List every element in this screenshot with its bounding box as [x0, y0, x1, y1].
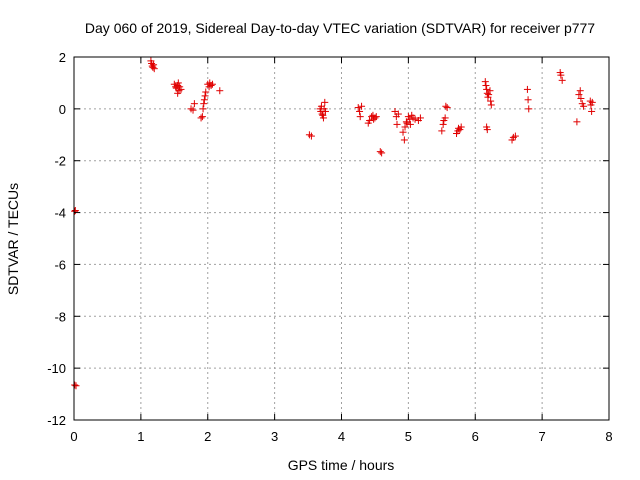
data-point [150, 65, 158, 73]
data-point [439, 120, 447, 128]
data-point [487, 97, 495, 105]
data-point [401, 123, 409, 131]
y-tick-label: -2 [54, 154, 66, 169]
x-tick-label: 7 [539, 429, 546, 444]
data-point [354, 104, 362, 112]
y-axis-label: SDTVAR / TECUs [5, 183, 21, 295]
data-point [177, 85, 185, 93]
grid-lines [74, 57, 609, 420]
data-point [573, 118, 581, 126]
data-point [457, 123, 465, 131]
y-tick-label: -6 [54, 257, 66, 272]
data-point [321, 107, 329, 115]
data-point [482, 82, 490, 90]
data-point [575, 91, 583, 99]
x-tick-label: 0 [70, 429, 77, 444]
data-point [487, 101, 495, 109]
data-point [442, 102, 450, 110]
data-point [200, 100, 208, 108]
data-point [511, 132, 519, 140]
data-point [319, 114, 327, 122]
data-point [358, 102, 366, 110]
data-point [200, 96, 208, 104]
data-point [411, 115, 419, 123]
data-point [399, 128, 407, 136]
data-point [189, 106, 197, 114]
data-point [371, 114, 379, 122]
data-point [356, 113, 364, 121]
y-tick-label: -4 [54, 206, 66, 221]
data-point [208, 80, 216, 88]
data-point [481, 78, 489, 86]
data-point [216, 87, 224, 95]
y-tick-label: -8 [54, 309, 66, 324]
data-point [441, 114, 449, 122]
x-tick-labels: 0 1 2 3 4 5 6 7 8 [70, 429, 612, 444]
data-points [71, 57, 596, 390]
data-point [588, 98, 596, 106]
x-tick-label: 3 [271, 429, 278, 444]
data-point [174, 79, 182, 87]
data-point [197, 114, 205, 122]
data-point [523, 85, 531, 93]
data-point [207, 82, 215, 90]
data-point [400, 136, 408, 144]
data-point [71, 381, 79, 389]
x-tick-label: 4 [338, 429, 345, 444]
data-point [406, 120, 414, 128]
y-tick-label: -12 [47, 413, 66, 428]
data-point [356, 107, 364, 115]
x-tick-label: 5 [405, 429, 412, 444]
data-point [486, 87, 494, 95]
data-point [588, 107, 596, 115]
data-point [485, 91, 493, 99]
data-point [201, 92, 209, 100]
y-tick-label: 0 [59, 102, 66, 117]
y-tick-labels: 2 0 -2 -4 -6 -8 -10 -12 [47, 50, 66, 428]
data-point [443, 104, 451, 112]
data-point [393, 120, 401, 128]
data-point [174, 89, 182, 97]
axis-ticks [73, 56, 610, 421]
data-point [366, 117, 374, 125]
data-point [198, 113, 206, 121]
data-point [376, 148, 384, 156]
data-point [524, 96, 532, 104]
data-point [483, 85, 491, 93]
x-tick-label: 1 [137, 429, 144, 444]
x-tick-label: 6 [472, 429, 479, 444]
x-tick-label: 8 [605, 429, 612, 444]
data-point [372, 113, 380, 121]
x-axis-label: GPS time / hours [288, 457, 395, 473]
chart-title: Day 060 of 2019, Sidereal Day-to-day VTE… [85, 20, 595, 36]
data-point [199, 105, 207, 113]
data-point [558, 76, 566, 84]
data-point [190, 100, 198, 108]
data-point [557, 71, 565, 79]
y-tick-label: 2 [59, 50, 66, 65]
data-point [576, 87, 584, 95]
data-point [394, 110, 402, 118]
data-point [202, 88, 210, 96]
data-point [403, 119, 411, 127]
data-point [378, 149, 386, 157]
data-point [307, 132, 315, 140]
data-point [580, 102, 588, 110]
data-point [577, 94, 585, 102]
data-point [71, 207, 79, 215]
x-tick-label: 2 [204, 429, 211, 444]
data-point [416, 114, 424, 122]
data-point [438, 127, 446, 135]
data-point [321, 98, 329, 106]
y-tick-label: -10 [47, 361, 66, 376]
data-point [483, 126, 491, 134]
data-point [525, 105, 533, 113]
data-point [150, 61, 158, 69]
